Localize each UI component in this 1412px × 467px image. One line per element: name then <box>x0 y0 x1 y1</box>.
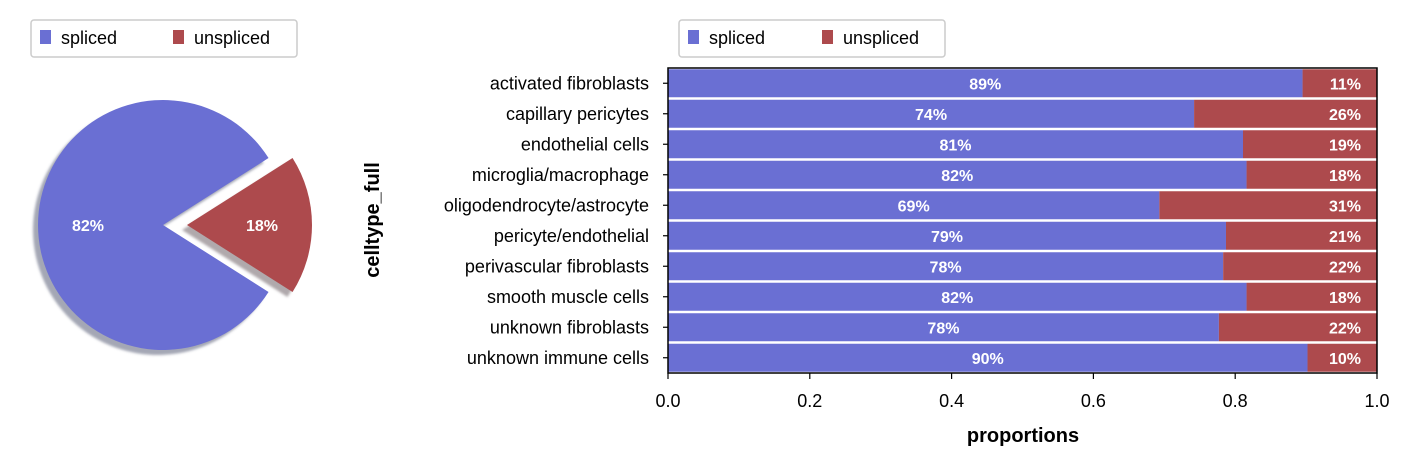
bar-spliced-0 <box>668 69 1303 98</box>
y-axis-title: celltype_full <box>362 162 384 278</box>
bar-label-spliced-9: 90% <box>972 351 1004 368</box>
y-tick-label-1: capillary pericytes <box>506 104 649 124</box>
pie-legend-label-unspliced: unspliced <box>194 28 270 48</box>
axes-frame <box>667 67 1378 374</box>
bar-legend-frame <box>678 19 946 58</box>
bar-label-unspliced-4: 31% <box>1329 198 1361 215</box>
bar-legend-swatch-unspliced <box>822 30 833 44</box>
bar-spliced-3 <box>668 160 1247 189</box>
bar-legend-swatch-spliced <box>688 30 699 44</box>
x-tick-label-0.6: 0.6 <box>1081 391 1106 411</box>
y-tick-label-5: pericyte/endothelial <box>494 226 649 246</box>
x-tick-label-0.0: 0.0 <box>655 391 680 411</box>
bar-label-spliced-7: 82% <box>941 290 973 307</box>
bar-legend-label-unspliced: unspliced <box>843 28 919 48</box>
bar-spliced-2 <box>668 130 1243 159</box>
pie-legend-label-spliced: spliced <box>61 28 117 48</box>
x-axis-title: proportions <box>967 425 1079 447</box>
pie-legend-swatch-unspliced <box>173 30 184 44</box>
bar-label-spliced-5: 79% <box>931 229 963 246</box>
bar-unspliced-1 <box>1194 99 1377 128</box>
bar-label-spliced-1: 74% <box>915 107 947 124</box>
bar-legend-label-spliced: spliced <box>709 28 765 48</box>
y-tick-label-6: perivascular fibroblasts <box>465 256 649 276</box>
bar-spliced-4 <box>668 191 1160 220</box>
bar-spliced-7 <box>668 282 1247 311</box>
bar-label-unspliced-7: 18% <box>1329 290 1361 307</box>
pie-legend: spliced unspliced <box>30 19 298 58</box>
bar-label-spliced-0: 89% <box>969 76 1001 93</box>
bar-spliced-1 <box>668 99 1195 128</box>
bar-label-unspliced-5: 21% <box>1329 229 1361 246</box>
y-tick-label-2: endothelial cells <box>521 134 649 154</box>
pie-slice-spliced <box>38 100 269 350</box>
bar-label-unspliced-0: 11% <box>1330 76 1361 93</box>
bar-spliced-5 <box>668 221 1226 250</box>
bar-label-spliced-2: 81% <box>939 137 971 154</box>
bar-label-unspliced-3: 18% <box>1329 168 1361 185</box>
bar-label-unspliced-9: 10% <box>1329 351 1361 368</box>
pie-label-spliced: 82% <box>72 218 104 235</box>
pie-label-unspliced: 18% <box>246 218 278 235</box>
bar-spliced-8 <box>668 313 1219 342</box>
bar-unspliced-2 <box>1242 130 1377 159</box>
x-tick-label-1.0: 1.0 <box>1364 391 1389 411</box>
bar-unspliced-7 <box>1246 282 1377 311</box>
x-tick-label-0.8: 0.8 <box>1223 391 1248 411</box>
y-tick-label-8: unknown fibroblasts <box>490 317 649 337</box>
bar-unspliced-4 <box>1159 191 1377 220</box>
bar-spliced-6 <box>668 252 1224 281</box>
bar-label-unspliced-1: 26% <box>1329 107 1361 124</box>
y-tick-label-7: smooth muscle cells <box>487 287 649 307</box>
bar-label-unspliced-2: 19% <box>1329 137 1361 154</box>
y-tick-label-3: microglia/macrophage <box>472 165 649 185</box>
bar-unspliced-0 <box>1302 69 1377 98</box>
y-tick-label-4: oligodendrocyte/astrocyte <box>444 195 649 215</box>
x-tick-label-0.2: 0.2 <box>797 391 822 411</box>
bar-label-unspliced-8: 22% <box>1329 320 1361 337</box>
bar-label-spliced-4: 69% <box>898 198 930 215</box>
bar-spliced-9 <box>668 343 1308 372</box>
y-tick-label-0: activated fibroblasts <box>490 73 649 93</box>
bar-label-spliced-3: 82% <box>941 168 973 185</box>
bar-unspliced-8 <box>1218 313 1377 342</box>
bar-legend: spliced unspliced <box>678 19 946 58</box>
bar-label-spliced-8: 78% <box>927 320 959 337</box>
bar-label-spliced-6: 78% <box>930 259 962 276</box>
pie-legend-swatch-spliced <box>40 30 51 44</box>
bar-label-unspliced-6: 22% <box>1329 259 1361 276</box>
stacked-bar-chart: 89% 11% activated fibroblasts 74% 26% capilla… <box>444 67 1390 411</box>
pie-chart: 82% 18% <box>32 100 312 356</box>
x-tick-label-0.4: 0.4 <box>939 391 964 411</box>
bar-unspliced-6 <box>1223 252 1377 281</box>
bar-unspliced-3 <box>1246 160 1377 189</box>
bar-unspliced-9 <box>1307 343 1377 372</box>
pie-legend-frame <box>30 19 298 58</box>
pie-slice-unspliced <box>187 158 312 292</box>
bar-unspliced-5 <box>1225 221 1377 250</box>
y-tick-label-9: unknown immune cells <box>467 348 649 368</box>
